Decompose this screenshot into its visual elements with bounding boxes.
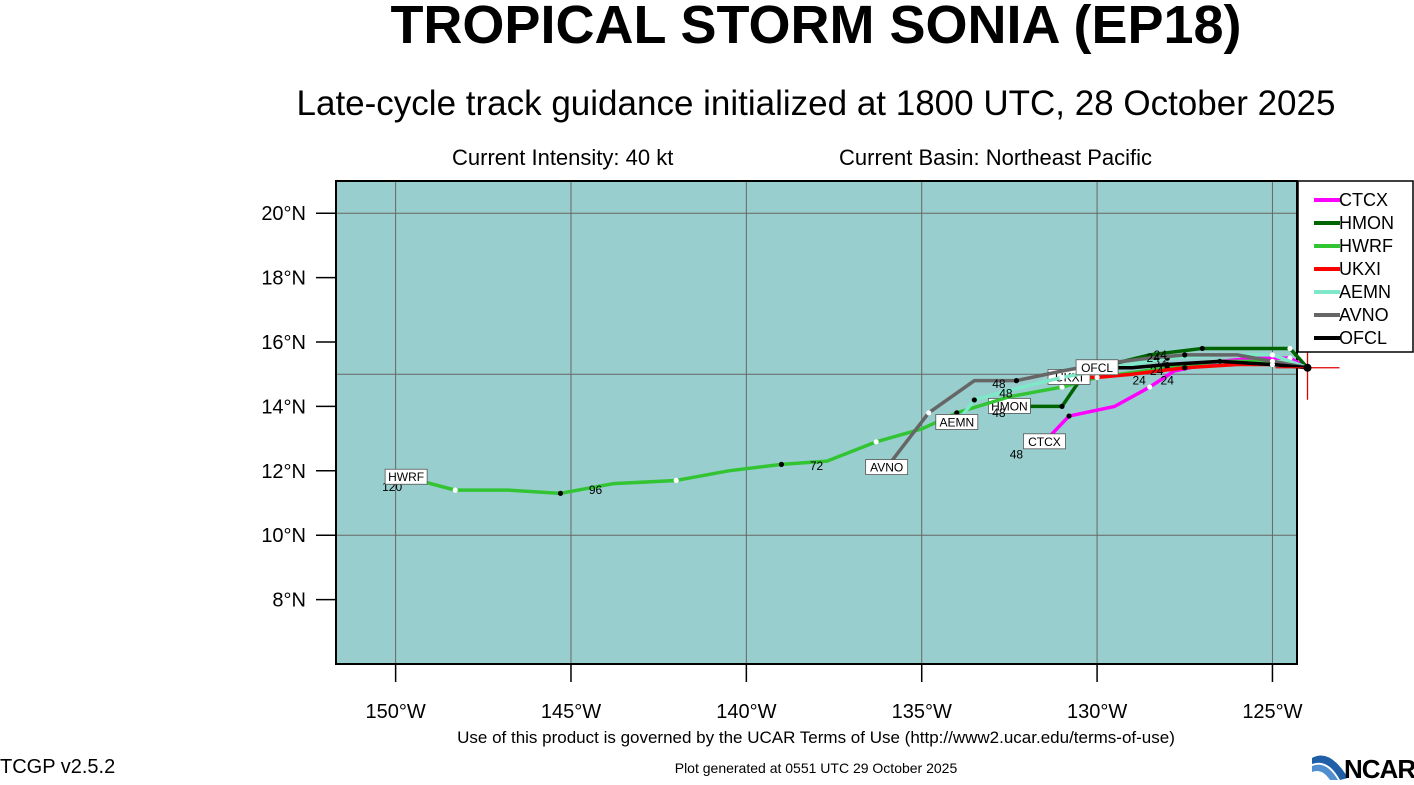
chart-title: TROPICAL STORM SONIA (EP18) xyxy=(390,0,1242,55)
forecast-hour-label: 48 xyxy=(992,377,1006,391)
model-end-label-box xyxy=(1075,359,1119,376)
legend-label-ctcx: CTCX xyxy=(1339,190,1388,210)
y-tick-label: 12°N xyxy=(261,461,306,483)
forecast-hour-label: 24 xyxy=(1132,374,1146,388)
track-point xyxy=(1066,413,1072,419)
track-point xyxy=(1182,365,1188,371)
plot-area xyxy=(336,181,1297,664)
x-tick-label: 145°W xyxy=(541,701,601,723)
x-tick-label: 150°W xyxy=(365,701,425,723)
model-end-label: AEMN xyxy=(939,416,974,430)
current-intensity: Current Intensity: 40 kt xyxy=(452,145,674,170)
y-tick-label: 20°N xyxy=(261,203,306,225)
track-point xyxy=(1269,361,1276,368)
y-tick-label: 16°N xyxy=(261,332,306,354)
track-point xyxy=(557,490,564,496)
model-end-label-box xyxy=(1023,433,1066,450)
ncar-logo-text: NCAR xyxy=(1344,754,1414,784)
forecast-hour-label: 24 xyxy=(1154,348,1168,362)
track-point xyxy=(1147,384,1153,390)
track-line-hmon xyxy=(1009,346,1309,409)
y-tick-label: 8°N xyxy=(272,590,306,612)
legend-label-hwrf: HWRF xyxy=(1339,236,1393,256)
model-end-label-box xyxy=(935,414,979,430)
model-end-label: CTCX xyxy=(1028,435,1061,449)
track-point xyxy=(778,461,785,467)
ncar-logo: NCAR xyxy=(1310,748,1414,784)
track-point xyxy=(452,487,458,493)
forecast-hour-label: 96 xyxy=(589,483,603,497)
legend-box xyxy=(1297,180,1414,353)
version-label: TCGP v2.5.2 xyxy=(0,756,116,778)
legend-label-avno: AVNO xyxy=(1339,305,1389,325)
track-point xyxy=(673,477,679,484)
track-point xyxy=(971,397,977,403)
track-point xyxy=(1199,345,1205,352)
track-point xyxy=(1059,403,1065,409)
track-point xyxy=(1287,345,1293,352)
ncar-logo-icon xyxy=(1312,755,1348,780)
model-end-label: HMON xyxy=(991,399,1028,413)
model-end-label: HWRF xyxy=(388,470,424,484)
x-tick-label: 140°W xyxy=(716,701,776,723)
track-point xyxy=(926,410,932,416)
track-point xyxy=(873,439,879,445)
legend-label-hmon: HMON xyxy=(1339,213,1394,233)
forecast-hour-label: 48 xyxy=(992,406,1006,420)
y-tick-label: 18°N xyxy=(261,268,306,290)
storm-position-dot xyxy=(1303,363,1312,372)
current-basin: Current Basin: Northeast Pacific xyxy=(839,145,1153,170)
x-tick-label: 135°W xyxy=(892,701,952,723)
legend-label-aemn: AEMN xyxy=(1339,282,1391,302)
plot-frame xyxy=(335,180,1298,665)
track-point xyxy=(1182,352,1188,358)
forecast-hour-label: 72 xyxy=(810,459,824,473)
track-line-ofcl xyxy=(1097,359,1308,370)
x-tick-label: 125°W xyxy=(1242,701,1302,723)
model-end-label: OFCL xyxy=(1081,361,1113,375)
x-tick-label: 130°W xyxy=(1067,701,1127,723)
legend-label-ukxi: UKXI xyxy=(1339,259,1381,279)
forecast-hour-label: 48 xyxy=(1010,448,1024,462)
forecast-hour-label: 48 xyxy=(999,387,1013,401)
track-point xyxy=(1269,352,1276,358)
y-tick-label: 10°N xyxy=(261,525,306,547)
track-point xyxy=(1164,361,1170,368)
model-end-label-box xyxy=(384,468,428,485)
track-point xyxy=(1059,374,1065,381)
model-end-label: AVNO xyxy=(870,461,903,475)
terms-of-use: Use of this product is governed by the U… xyxy=(457,728,1175,747)
plot-generated-time: Plot generated at 0551 UTC 29 October 20… xyxy=(674,760,958,776)
y-tick-label: 14°N xyxy=(261,396,306,418)
track-point xyxy=(1094,374,1100,381)
track-point xyxy=(1013,378,1020,384)
model-end-label-box xyxy=(865,459,909,475)
track-point xyxy=(1059,384,1065,390)
forecast-hour-label: 24 xyxy=(1147,351,1161,365)
forecast-hour-label: 24 xyxy=(1161,374,1175,388)
chart-subtitle: Late-cycle track guidance initialized at… xyxy=(296,84,1336,123)
legend-label-ofcl: OFCL xyxy=(1339,328,1387,348)
